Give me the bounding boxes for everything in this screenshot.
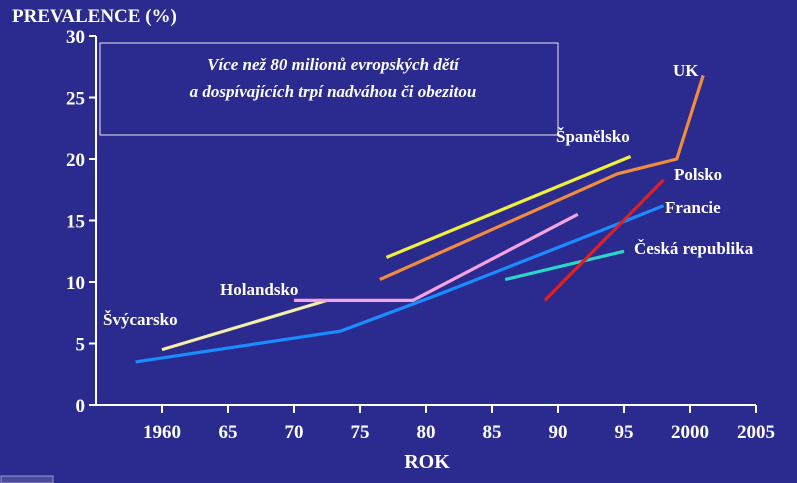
x-tick-label: 85 xyxy=(483,422,502,443)
series-label-polsko: Polsko xyxy=(674,165,722,184)
corner-widget[interactable] xyxy=(0,475,54,483)
y-tick-label: 20 xyxy=(66,150,85,171)
series-label-francie: Francie xyxy=(665,198,721,217)
y-tick-label: 15 xyxy=(66,212,85,233)
series-label-uk: UK xyxy=(673,61,699,80)
series-label-spanelsko: Španělsko xyxy=(556,127,630,146)
x-tick-label: 1960 xyxy=(143,422,181,443)
y-tick-label: 5 xyxy=(76,335,86,356)
y-tick-label: 0 xyxy=(76,396,86,417)
x-tick-label: 2005 xyxy=(737,422,775,443)
y-tick-label: 30 xyxy=(66,27,85,48)
annotation-line-1: Více než 80 milionů evropských dětí xyxy=(207,55,460,74)
x-tick-label: 80 xyxy=(417,422,436,443)
series-line-ceska-republika xyxy=(504,249,625,282)
series-label-svycarsko: Švýcarsko xyxy=(103,310,178,329)
x-tick-label: 65 xyxy=(219,422,238,443)
y-axis-title: PREVALENCE (%) xyxy=(12,6,177,27)
x-tick-label: 70 xyxy=(285,422,304,443)
x-tick-label: 2000 xyxy=(671,422,709,443)
y-tick-label: 10 xyxy=(66,273,85,294)
y-tick-label: 25 xyxy=(66,89,85,110)
x-axis-title: ROK xyxy=(404,451,450,473)
series-line-holandsko xyxy=(294,212,579,302)
series-line-francie xyxy=(135,204,665,364)
series-line-spanelsko xyxy=(385,155,632,259)
annotation-line-2: a dospívajících trpí nadváhou či obezito… xyxy=(190,82,477,101)
annotation-box xyxy=(99,42,559,136)
series-line-polsko xyxy=(543,178,665,302)
series-label-ceska-republika: Česká republika xyxy=(634,239,754,258)
x-tick-label: 75 xyxy=(351,422,370,443)
series-line-uk xyxy=(379,74,705,281)
series-line-svycarsko xyxy=(161,298,328,352)
x-tick-label: 95 xyxy=(615,422,634,443)
x-tick-label: 90 xyxy=(549,422,568,443)
series-label-holandsko: Holandsko xyxy=(220,280,298,299)
